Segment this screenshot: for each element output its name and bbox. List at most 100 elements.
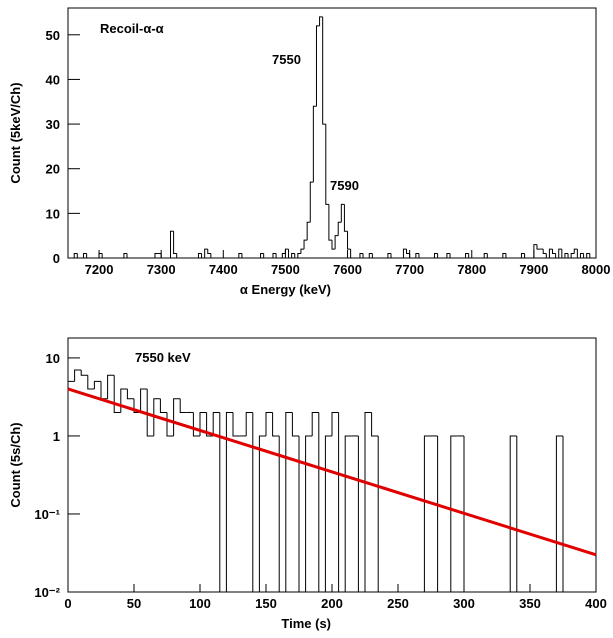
- y-axis-label: Count (5keV/Ch): [8, 82, 23, 183]
- histogram-bin: [260, 253, 264, 258]
- histogram-bin: [334, 235, 339, 250]
- x-tick-label: 7800: [457, 262, 486, 277]
- histogram-bin: [126, 388, 134, 400]
- histogram-bin: [328, 204, 332, 241]
- histogram-bin: [285, 411, 293, 592]
- histogram-bin: [303, 239, 308, 250]
- histogram-bin: [350, 249, 354, 259]
- histogram-bin: [552, 249, 556, 255]
- histogram-bin: [166, 412, 174, 437]
- histogram-bin: [173, 231, 177, 255]
- x-axis-label: α Energy (keV): [240, 282, 331, 297]
- chart-title: 7550 keV: [135, 350, 191, 365]
- histogram-bin: [311, 411, 319, 436]
- histogram-bin: [567, 253, 572, 259]
- histogram-bin: [241, 253, 246, 259]
- histogram-bin: [589, 253, 593, 259]
- histogram-bin: [446, 253, 451, 258]
- histogram-bin: [433, 253, 438, 258]
- histogram-bin: [449, 253, 454, 259]
- histogram-bin: [306, 221, 311, 241]
- x-tick-label: 0: [64, 596, 71, 611]
- histogram-bin: [465, 253, 469, 258]
- histogram-bin: [113, 375, 121, 413]
- histogram-bin: [548, 248, 553, 258]
- x-tick-label: 300: [453, 596, 475, 611]
- x-axis-label: Time (s): [281, 616, 331, 631]
- histogram-bin: [331, 240, 336, 250]
- histogram-bin: [245, 411, 253, 436]
- histogram-bin: [573, 248, 578, 254]
- x-tick-label: 7200: [85, 262, 114, 277]
- histogram-bin: [80, 370, 88, 376]
- histogram-bin: [225, 411, 233, 592]
- histogram-bin: [564, 253, 569, 258]
- x-tick-label: 7400: [209, 262, 238, 277]
- histogram-bin: [291, 412, 299, 437]
- histogram-bin: [126, 253, 131, 259]
- histogram-bin: [561, 249, 565, 259]
- histogram-bin: [502, 253, 506, 258]
- histogram-bin: [583, 253, 587, 259]
- histogram-bin: [347, 231, 351, 250]
- histogram-bin: [371, 412, 379, 437]
- histogram-bin: [315, 25, 320, 107]
- histogram-bin: [210, 253, 214, 259]
- histogram-bin: [74, 369, 82, 382]
- histogram-bin: [76, 253, 81, 259]
- histogram-bin: [418, 253, 423, 259]
- x-tick-label: 150: [255, 596, 277, 611]
- histogram-bin: [309, 181, 314, 223]
- histogram-bin: [153, 398, 161, 436]
- histogram-bin: [219, 412, 227, 593]
- y-axis-label: Count (5s/Ch): [8, 422, 23, 507]
- histogram-bin: [509, 435, 517, 592]
- histogram-bin: [390, 253, 395, 259]
- plot-frame: [67, 7, 597, 259]
- histogram-bin: [123, 253, 128, 258]
- histogram-bin: [86, 253, 90, 259]
- histogram-bin: [140, 388, 148, 413]
- y-tick-label: 30: [46, 117, 60, 132]
- histogram-bin: [338, 412, 346, 593]
- x-tick-label: 350: [519, 596, 541, 611]
- histogram-bin: [278, 435, 286, 593]
- histogram-bin: [318, 412, 326, 593]
- histogram-bin: [486, 253, 491, 259]
- histogram-bin: [319, 16, 323, 26]
- x-tick-label: 400: [585, 596, 607, 611]
- histogram-bin: [67, 380, 75, 592]
- histogram-bin: [520, 253, 525, 258]
- histogram-bin: [294, 253, 298, 259]
- y-tick-label: 1: [53, 429, 60, 444]
- histogram-bin: [364, 411, 372, 592]
- histogram-bin: [179, 398, 187, 413]
- histogram-bin: [516, 435, 524, 593]
- y-tick-label: 50: [46, 28, 60, 43]
- histogram-bin: [331, 411, 339, 436]
- histogram-bin: [101, 253, 106, 259]
- histogram-bin: [146, 388, 154, 437]
- x-tick-label: 8000: [582, 262, 611, 277]
- x-tick-label: 100: [189, 596, 211, 611]
- histogram-bin: [325, 124, 329, 205]
- histogram-bin: [423, 435, 431, 592]
- x-tick-label: 7500: [271, 262, 300, 277]
- x-tick-label: 50: [127, 596, 141, 611]
- histogram-bin: [297, 253, 301, 258]
- histogram-bin: [337, 221, 342, 236]
- histogram-bin: [201, 253, 205, 259]
- histogram-bin: [298, 435, 306, 593]
- annotation: 7590: [330, 178, 359, 193]
- histogram-bin: [281, 253, 286, 258]
- histogram-bin: [263, 253, 267, 259]
- histogram-bin: [252, 412, 260, 593]
- histogram-bin: [87, 375, 95, 390]
- histogram-bin: [192, 412, 200, 437]
- chart-title: Recoil-α-α: [100, 21, 164, 36]
- histogram-bin: [555, 435, 563, 592]
- histogram-bin: [232, 412, 240, 437]
- histogram-bin: [265, 411, 273, 436]
- histogram-bin: [387, 253, 392, 258]
- histogram-bin: [357, 435, 365, 593]
